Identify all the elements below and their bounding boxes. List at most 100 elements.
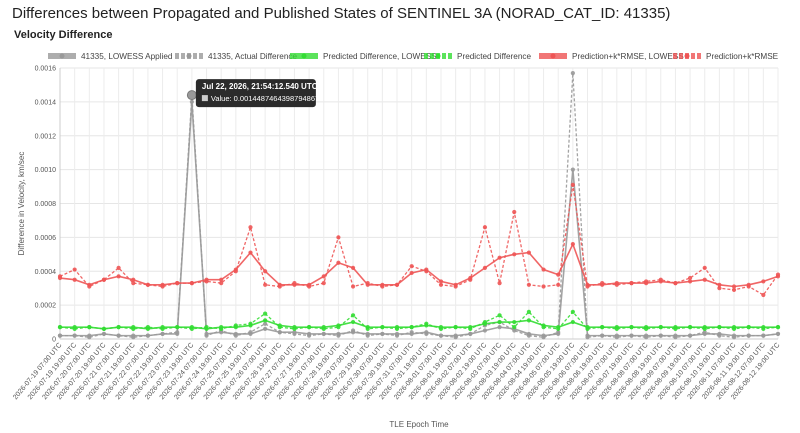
data-point[interactable] [556, 326, 561, 331]
legend-label[interactable]: Predicted Difference, LOWESS [323, 52, 437, 61]
data-point[interactable] [497, 313, 502, 318]
data-point[interactable] [145, 282, 151, 287]
data-point[interactable] [438, 333, 444, 338]
series-line[interactable] [59, 310, 779, 330]
data-point[interactable] [350, 265, 356, 270]
data-point[interactable] [644, 326, 649, 331]
data-point[interactable] [131, 326, 136, 331]
data-point[interactable] [658, 277, 663, 282]
data-point[interactable] [350, 313, 356, 318]
series-line[interactable] [59, 184, 779, 296]
series-5[interactable] [57, 242, 781, 289]
data-point[interactable] [717, 325, 722, 330]
legend-item-1[interactable]: 41335, LOWESS Applied [48, 52, 173, 61]
data-point[interactable] [116, 333, 121, 338]
data-point[interactable] [644, 335, 649, 340]
data-point[interactable] [72, 333, 77, 338]
data-point[interactable] [761, 333, 766, 338]
data-point[interactable] [585, 284, 590, 289]
data-point[interactable] [116, 274, 121, 279]
data-point[interactable] [526, 282, 531, 287]
data-point[interactable] [702, 326, 707, 331]
data-point[interactable] [72, 277, 77, 282]
data-point[interactable] [336, 325, 341, 330]
data-point[interactable] [570, 319, 575, 325]
data-point[interactable] [248, 225, 253, 230]
data-point[interactable] [277, 325, 282, 330]
highlighted-point[interactable] [186, 90, 197, 101]
data-point[interactable] [541, 335, 546, 340]
data-point[interactable] [614, 335, 619, 340]
series-line[interactable] [60, 101, 779, 337]
data-point[interactable] [248, 250, 253, 255]
data-point[interactable] [263, 326, 268, 331]
legend-item-6[interactable]: Prediction+k*RMSE [673, 52, 779, 61]
data-point[interactable] [438, 282, 444, 287]
data-point[interactable] [438, 326, 444, 331]
data-point[interactable] [307, 333, 312, 338]
data-point[interactable] [424, 331, 429, 337]
data-point[interactable] [248, 321, 253, 326]
data-point[interactable] [57, 333, 63, 338]
data-point[interactable] [277, 284, 282, 289]
legend-label[interactable]: Predicted Difference [457, 52, 531, 61]
data-point[interactable] [365, 326, 370, 331]
data-point[interactable] [116, 325, 121, 330]
data-point[interactable] [556, 282, 561, 287]
data-point[interactable] [424, 269, 429, 274]
data-point[interactable] [497, 255, 502, 260]
data-point[interactable] [145, 333, 151, 338]
data-point[interactable] [556, 330, 561, 335]
data-point[interactable] [204, 279, 209, 284]
data-point[interactable] [702, 330, 707, 335]
data-point[interactable] [277, 330, 282, 335]
data-point[interactable] [731, 287, 737, 292]
data-point[interactable] [336, 260, 341, 265]
data-point[interactable] [409, 325, 414, 330]
data-point[interactable] [175, 325, 180, 330]
data-point[interactable] [614, 282, 619, 287]
data-point[interactable] [512, 325, 517, 330]
data-point[interactable] [350, 284, 356, 289]
data-point[interactable] [497, 325, 502, 330]
data-point[interactable] [512, 328, 517, 333]
legend-item-5[interactable]: Prediction+k*RMSE, LOWESS [539, 52, 684, 61]
data-point[interactable] [629, 281, 634, 286]
data-point[interactable] [629, 333, 634, 338]
data-point[interactable] [717, 282, 722, 287]
data-point[interactable] [746, 333, 751, 338]
data-point[interactable] [219, 281, 224, 286]
data-point[interactable] [731, 284, 737, 289]
data-point[interactable] [233, 269, 238, 274]
data-point[interactable] [526, 333, 531, 338]
data-point[interactable] [673, 335, 678, 340]
data-point[interactable] [131, 335, 136, 340]
data-point[interactable] [600, 333, 605, 338]
data-point[interactable] [336, 333, 341, 338]
chart-series[interactable] [57, 70, 781, 340]
data-point[interactable] [512, 252, 517, 257]
data-point[interactable] [145, 325, 151, 330]
data-point[interactable] [526, 318, 531, 323]
data-point[interactable] [101, 277, 107, 282]
data-point[interactable] [321, 281, 326, 286]
data-point[interactable] [72, 267, 77, 272]
data-point[interactable] [263, 282, 268, 287]
data-point[interactable] [263, 311, 268, 316]
data-point[interactable] [219, 277, 224, 282]
data-point[interactable] [673, 326, 678, 331]
data-point[interactable] [263, 318, 268, 323]
data-point[interactable] [219, 326, 224, 331]
data-point[interactable] [438, 279, 444, 284]
data-point[interactable] [512, 319, 517, 325]
data-point[interactable] [101, 331, 107, 337]
data-point[interactable] [761, 292, 766, 298]
legend-item-2[interactable]: 41335, Actual Difference [175, 52, 298, 61]
data-point[interactable] [380, 331, 385, 337]
data-point[interactable] [336, 235, 341, 240]
data-point[interactable] [233, 323, 238, 328]
legend-label[interactable]: Prediction+k*RMSE [706, 52, 779, 61]
data-point[interactable] [380, 284, 385, 289]
series-6[interactable] [57, 182, 781, 298]
data-point[interactable] [307, 284, 312, 289]
